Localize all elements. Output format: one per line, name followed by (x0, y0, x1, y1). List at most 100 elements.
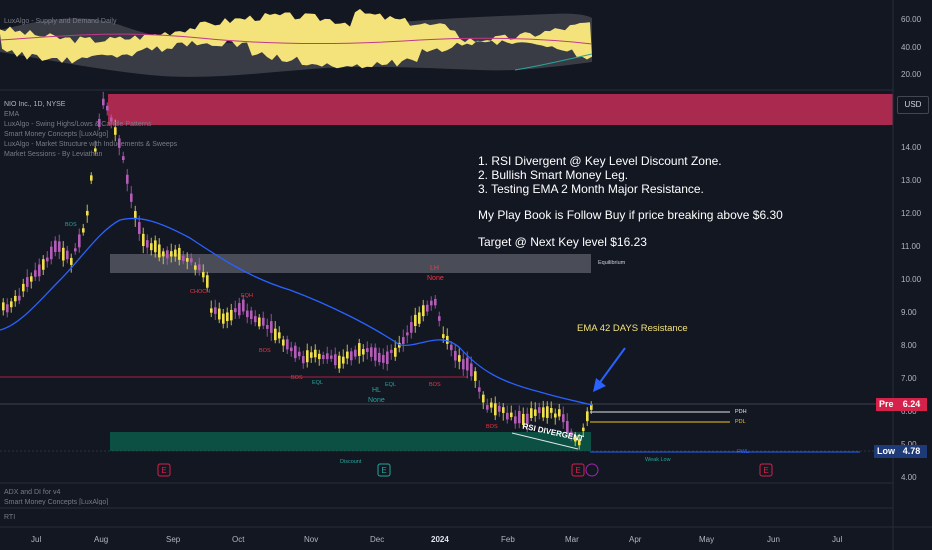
currency-button[interactable]: USD (897, 96, 929, 114)
eql-label-2: EQL (385, 382, 397, 388)
candle-body (158, 244, 161, 258)
candle-body (142, 233, 145, 247)
candle-body (338, 355, 341, 369)
candle-body (554, 413, 557, 418)
adx-panel-label[interactable]: ADX and DI for v4 (4, 489, 61, 496)
candle-body (278, 332, 281, 339)
top-axis-60: 60.00 (901, 15, 922, 24)
candle-body (434, 298, 437, 306)
candle-body (202, 272, 205, 278)
discount-label: Discount (340, 459, 362, 465)
time-mar: Mar (565, 535, 579, 544)
candle-body (26, 277, 29, 287)
indicator-swing[interactable]: LuxAlgo - Swing Highs/Lows & Candle Patt… (4, 121, 152, 128)
pwl-label: PWL (737, 449, 749, 455)
time-may: May (699, 535, 715, 544)
price-9: 9.00 (901, 308, 917, 317)
candle-body (330, 355, 333, 359)
indicator-smc[interactable]: Smart Money Concepts [LuxAlgo] (4, 131, 109, 138)
symbol-title[interactable]: NIO Inc., 1D, NYSE (4, 101, 66, 108)
candle-body (38, 264, 41, 277)
candle-body (198, 264, 201, 271)
candle-body (314, 349, 317, 358)
candle-body (94, 148, 97, 152)
candle-body (578, 439, 581, 446)
pre-badge-label: Pre (876, 398, 897, 411)
candle-body (482, 394, 485, 403)
candle-body (222, 313, 225, 324)
rti-panel-label[interactable]: RTI (4, 514, 16, 521)
candle-body (354, 349, 357, 357)
candle-body (310, 352, 313, 358)
candle-body (498, 405, 501, 412)
candle-body (258, 317, 261, 327)
candle-body (42, 259, 45, 270)
candle-body (102, 98, 105, 106)
equilibrium-label: Equilibrium (598, 260, 626, 266)
low-badge-value: 4.78 (896, 445, 927, 458)
top-indicator-label[interactable]: LuxAlgo - Supply and Demand Daily (4, 18, 117, 25)
candle-body (358, 343, 361, 356)
candle-body (446, 335, 449, 344)
bos-label-2: BOS (259, 348, 271, 354)
lh-none-label: None (427, 275, 444, 282)
eqh-label: EQH (241, 293, 253, 299)
smc-panel-label[interactable]: Smart Money Concepts [LuxAlgo] (4, 499, 109, 505)
note-3: 3. Testing EMA 2 Month Major Resistance. (478, 182, 704, 196)
candle-body (370, 347, 373, 357)
candle-body (510, 412, 513, 418)
candle-body (282, 339, 285, 346)
note-4: My Play Book is Follow Buy if price brea… (478, 208, 783, 222)
price-14: 14.00 (901, 143, 922, 152)
pre-badge-value: 6.24 (896, 398, 927, 411)
candle-body (186, 258, 189, 262)
candle-body (394, 347, 397, 357)
candle-body (130, 193, 133, 202)
candle-body (6, 304, 9, 313)
price-11: 11.00 (901, 242, 921, 251)
candle-body (134, 211, 137, 220)
candle-body (558, 409, 561, 417)
candle-body (138, 222, 141, 234)
indicator-ema[interactable]: EMA (4, 111, 20, 118)
time-jun: Jun (767, 535, 780, 544)
price-12: 12.00 (901, 209, 922, 218)
indicator-market-structure[interactable]: LuxAlgo - Market Structure with Induceme… (4, 141, 178, 148)
candle-body (442, 334, 445, 338)
candle-body (430, 300, 433, 306)
svg-text:E: E (575, 466, 580, 475)
candle-body (218, 308, 221, 320)
candle-body (574, 435, 577, 442)
bos-label-5: BOS (486, 424, 498, 430)
candle-body (54, 240, 57, 252)
hl-label: HL (372, 387, 381, 394)
candle-body (254, 316, 257, 323)
candle-body (402, 337, 405, 344)
candle-body (582, 427, 585, 432)
svg-text:E: E (763, 466, 768, 475)
candle-body (422, 305, 425, 317)
hl-none-label: None (368, 397, 385, 404)
candle-body (478, 387, 481, 392)
candle-body (118, 138, 121, 148)
price-7: 7.00 (901, 374, 917, 383)
candle-body (390, 349, 393, 354)
candle-body (518, 411, 521, 424)
earnings-markers[interactable]: E E E E (157, 463, 773, 477)
candle-body (350, 351, 353, 361)
price-6: 6.00 (901, 407, 917, 416)
candle-body (262, 317, 265, 326)
candle-body (302, 356, 305, 364)
candle-body (150, 243, 153, 251)
indicator-sessions[interactable]: Market Sessions - By Leviathan (4, 151, 103, 158)
candle-body (526, 413, 529, 425)
candle-body (274, 328, 277, 341)
note-5: Target @ Next Key level $16.23 (478, 235, 647, 249)
ema-line (0, 217, 593, 406)
candle-body (122, 156, 125, 161)
candle-body (66, 250, 69, 260)
candle-body (86, 210, 89, 216)
candle-body (230, 309, 233, 321)
candle-body (166, 250, 169, 259)
